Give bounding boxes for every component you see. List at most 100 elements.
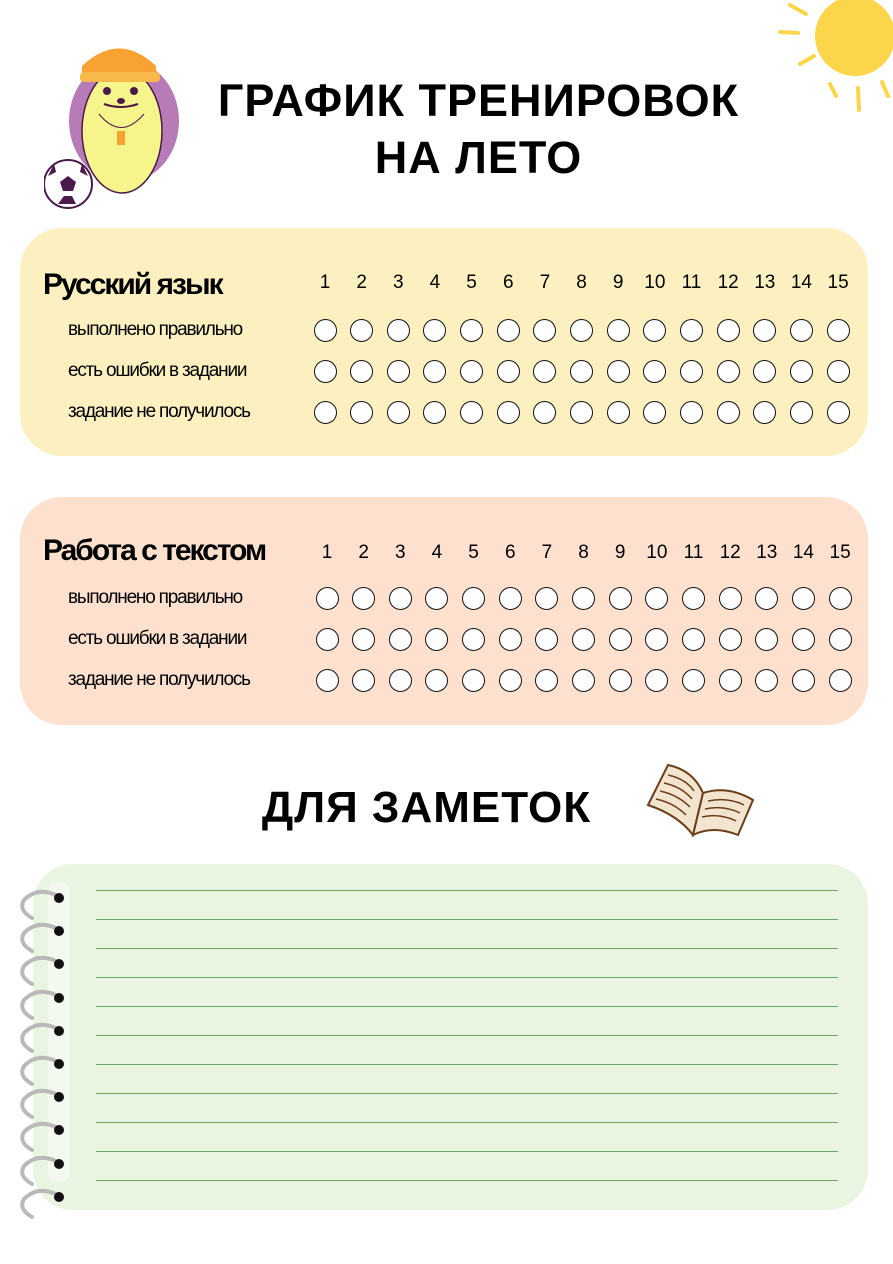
checkbox-circle[interactable]	[645, 627, 669, 651]
tracker-title: Русский язык	[43, 268, 224, 301]
checkbox-circle[interactable]	[388, 668, 412, 692]
checkbox-circle[interactable]	[828, 586, 852, 610]
checkbox-circle[interactable]	[570, 400, 594, 424]
checkbox-circle[interactable]	[608, 586, 632, 610]
checkbox-circle[interactable]	[716, 359, 740, 383]
checkbox-circle[interactable]	[388, 586, 412, 610]
checkbox-circle[interactable]	[828, 627, 852, 651]
checkbox-circle[interactable]	[423, 359, 447, 383]
checkbox-circle[interactable]	[606, 359, 630, 383]
checkbox-circle[interactable]	[606, 318, 630, 342]
checkbox-circle[interactable]	[496, 400, 520, 424]
checkbox-circle[interactable]	[608, 668, 632, 692]
checkbox-circle[interactable]	[718, 627, 742, 651]
checkbox-circle[interactable]	[386, 359, 410, 383]
checkbox-circle[interactable]	[753, 318, 777, 342]
checkbox-circle[interactable]	[791, 627, 815, 651]
checkbox-circle[interactable]	[315, 668, 339, 692]
checkbox-circle[interactable]	[716, 400, 740, 424]
checkbox-circle[interactable]	[533, 400, 557, 424]
sun-icon	[778, 0, 893, 112]
checkbox-circle[interactable]	[535, 668, 559, 692]
checkbox-circle[interactable]	[350, 400, 374, 424]
checkbox-circle[interactable]	[533, 318, 557, 342]
checkbox-circle[interactable]	[570, 318, 594, 342]
checkbox-circle[interactable]	[572, 586, 596, 610]
checkbox-circle[interactable]	[755, 668, 779, 692]
checkbox-circle[interactable]	[755, 586, 779, 610]
checkbox-circle[interactable]	[645, 586, 669, 610]
checkbox-circle[interactable]	[826, 318, 850, 342]
checkbox-circle[interactable]	[498, 586, 522, 610]
notes-area[interactable]	[33, 864, 868, 1210]
checkbox-circle[interactable]	[753, 400, 777, 424]
checkbox-circle[interactable]	[352, 627, 376, 651]
checkbox-circle[interactable]	[386, 400, 410, 424]
checkbox-circle[interactable]	[388, 627, 412, 651]
checkbox-circle[interactable]	[462, 586, 486, 610]
checkbox-circle[interactable]	[313, 318, 337, 342]
checkbox-circle[interactable]	[425, 668, 449, 692]
checkbox-circle[interactable]	[352, 586, 376, 610]
checkbox-circle[interactable]	[791, 586, 815, 610]
checkbox-circle[interactable]	[423, 400, 447, 424]
checkbox-circle[interactable]	[682, 586, 705, 610]
checkbox-circle[interactable]	[533, 359, 557, 383]
checkbox-circle[interactable]	[460, 400, 484, 424]
checkbox-circle[interactable]	[826, 400, 850, 424]
spiral-ring-icon	[20, 1155, 64, 1186]
checkbox-circle[interactable]	[570, 359, 594, 383]
checkbox-circle[interactable]	[462, 668, 486, 692]
checkbox-circle[interactable]	[755, 627, 779, 651]
checkbox-circle[interactable]	[682, 627, 705, 651]
checkbox-circle[interactable]	[572, 668, 596, 692]
checkbox-circle[interactable]	[498, 627, 522, 651]
checkbox-circle[interactable]	[315, 627, 339, 651]
checkbox-circle[interactable]	[386, 318, 410, 342]
checkbox-circle[interactable]	[313, 359, 337, 383]
notes-ruled-line	[96, 1093, 838, 1094]
spiral-ring-icon	[20, 1188, 64, 1219]
checkbox-circle[interactable]	[315, 586, 339, 610]
checkbox-circle[interactable]	[313, 400, 337, 424]
checkbox-circle[interactable]	[352, 668, 376, 692]
checkbox-circle[interactable]	[350, 359, 374, 383]
checkbox-circle[interactable]	[716, 318, 740, 342]
checkbox-circle[interactable]	[753, 359, 777, 383]
checkbox-circle[interactable]	[682, 668, 705, 692]
checkbox-circle[interactable]	[535, 627, 559, 651]
day-number: 12	[719, 542, 741, 563]
checkbox-circle[interactable]	[496, 359, 520, 383]
checkbox-circle[interactable]	[460, 359, 484, 383]
checkbox-circle[interactable]	[791, 668, 815, 692]
checkbox-circle[interactable]	[718, 586, 742, 610]
checkbox-circle[interactable]	[643, 400, 667, 424]
checkbox-circle[interactable]	[572, 627, 596, 651]
checkbox-circle[interactable]	[789, 318, 813, 342]
checkbox-circle[interactable]	[608, 627, 632, 651]
checkbox-circle[interactable]	[425, 586, 449, 610]
checkbox-circle[interactable]	[643, 318, 667, 342]
checkbox-circle[interactable]	[789, 400, 813, 424]
checkbox-circle[interactable]	[680, 318, 703, 342]
checkbox-circle[interactable]	[460, 318, 484, 342]
checkbox-circle[interactable]	[535, 586, 559, 610]
checkbox-circle[interactable]	[643, 359, 667, 383]
checkbox-circle[interactable]	[423, 318, 447, 342]
checkbox-circle[interactable]	[826, 359, 850, 383]
checkbox-circle[interactable]	[680, 359, 703, 383]
checkbox-circle[interactable]	[789, 359, 813, 383]
checkbox-circle[interactable]	[498, 668, 522, 692]
checkbox-circle[interactable]	[425, 627, 449, 651]
row-label: есть ошибки в задании	[68, 360, 247, 381]
checkbox-circle[interactable]	[350, 318, 374, 342]
checkbox-circle[interactable]	[462, 627, 486, 651]
checkbox-circle[interactable]	[496, 318, 520, 342]
checkbox-circle[interactable]	[680, 400, 703, 424]
checkbox-circle[interactable]	[828, 668, 852, 692]
checkbox-circle[interactable]	[606, 400, 630, 424]
checkbox-circle[interactable]	[718, 668, 742, 692]
checkbox-circle[interactable]	[645, 668, 669, 692]
tracker-text-work: Работа с текстом 1 2 3 4 5 6 7 8 9 10 11 12 13 14 15 вы…	[20, 497, 868, 725]
spiral-ring-icon	[20, 956, 64, 987]
